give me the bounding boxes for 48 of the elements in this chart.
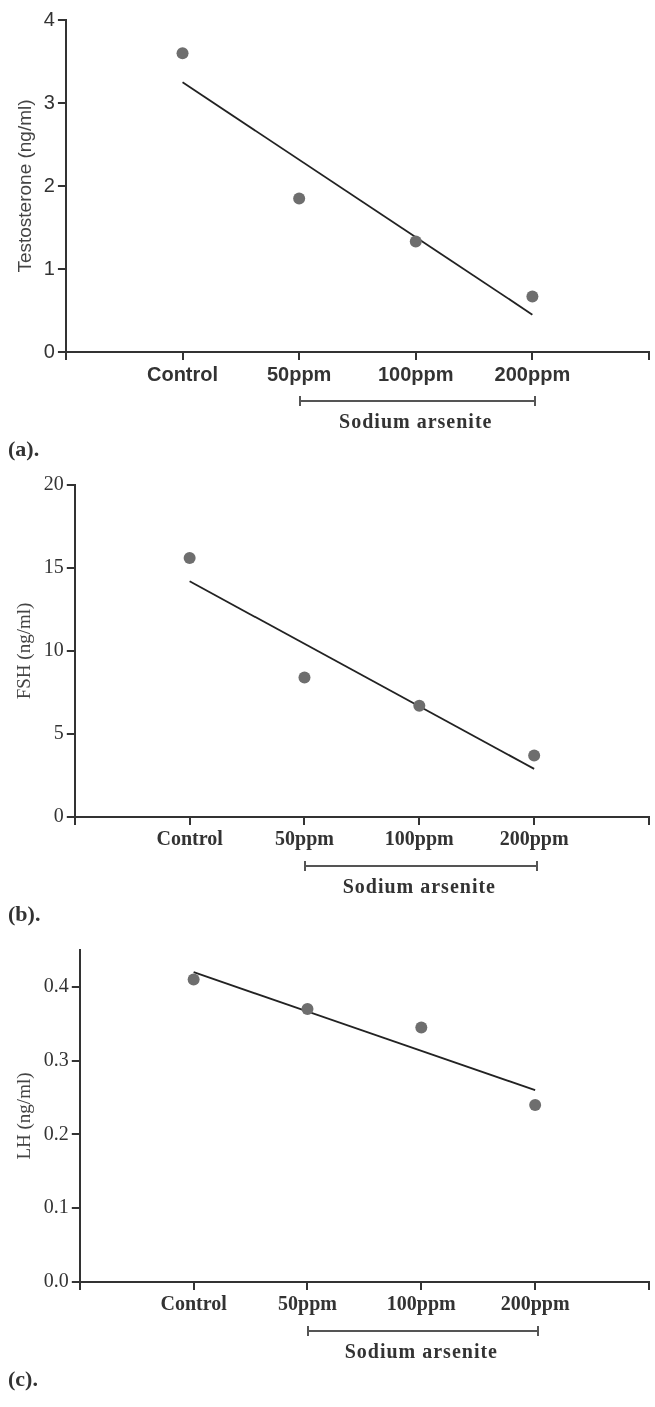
y-axis-title: FSH (ng/ml): [13, 602, 36, 700]
text: Sodium arsenite: [344, 1340, 498, 1363]
point: [528, 749, 541, 762]
x-tick-label: 100ppm: [384, 827, 455, 851]
y-tick-label: 4: [43, 7, 55, 30]
x-tick-label: Control: [160, 1292, 228, 1315]
text: Sodium arsenite: [342, 875, 496, 898]
point: [293, 192, 306, 205]
text: (b).: [8, 901, 41, 927]
x-tick-label: 100ppm: [377, 362, 454, 385]
point: [176, 47, 189, 60]
y-tick-label: 0.4: [43, 974, 69, 997]
point: [415, 1021, 428, 1034]
y-tick-label: 0: [43, 339, 55, 362]
y-tick-label: 3: [43, 90, 55, 113]
x-tick-label: 50ppm: [275, 827, 335, 851]
y-tick-label: 0: [53, 804, 64, 827]
point: [526, 290, 539, 303]
point: [187, 973, 200, 986]
point: [529, 1098, 542, 1111]
point: [298, 671, 311, 684]
y-tick-label: 0.2: [43, 1121, 69, 1144]
y-tick-label: 0.1: [43, 1195, 69, 1218]
y-tick-label: 1: [43, 256, 55, 279]
text: (c).: [8, 1366, 38, 1392]
x-tick-label: 50ppm: [266, 362, 332, 385]
point: [413, 699, 426, 712]
y-tick-label: 0.3: [43, 1047, 69, 1070]
y-tick-label: 15: [43, 555, 64, 578]
point: [183, 552, 196, 565]
x-tick-label: Control: [156, 827, 224, 850]
x-tick-label: 100ppm: [386, 1292, 457, 1316]
point: [409, 235, 422, 248]
y-axis-title: Testosterone (ng/ml): [13, 99, 35, 273]
x-tick-label: 200ppm: [499, 827, 569, 851]
y-tick-label: 5: [53, 721, 64, 744]
x-tick-label: Control: [146, 362, 219, 385]
text: Sodium arsenite: [339, 410, 493, 433]
y-tick-label: 0.0: [43, 1269, 69, 1292]
text: (a).: [8, 436, 40, 462]
point: [301, 1003, 314, 1016]
y-tick-label: 10: [43, 638, 64, 661]
y-axis-title: LH (ng/ml): [13, 1072, 36, 1160]
x-tick-label: 50ppm: [278, 1292, 338, 1316]
x-tick-label: 200ppm: [494, 362, 571, 385]
y-tick-label: 2: [43, 173, 55, 196]
y-tick-label: 20: [43, 472, 64, 495]
x-tick-label: 200ppm: [500, 1292, 570, 1316]
